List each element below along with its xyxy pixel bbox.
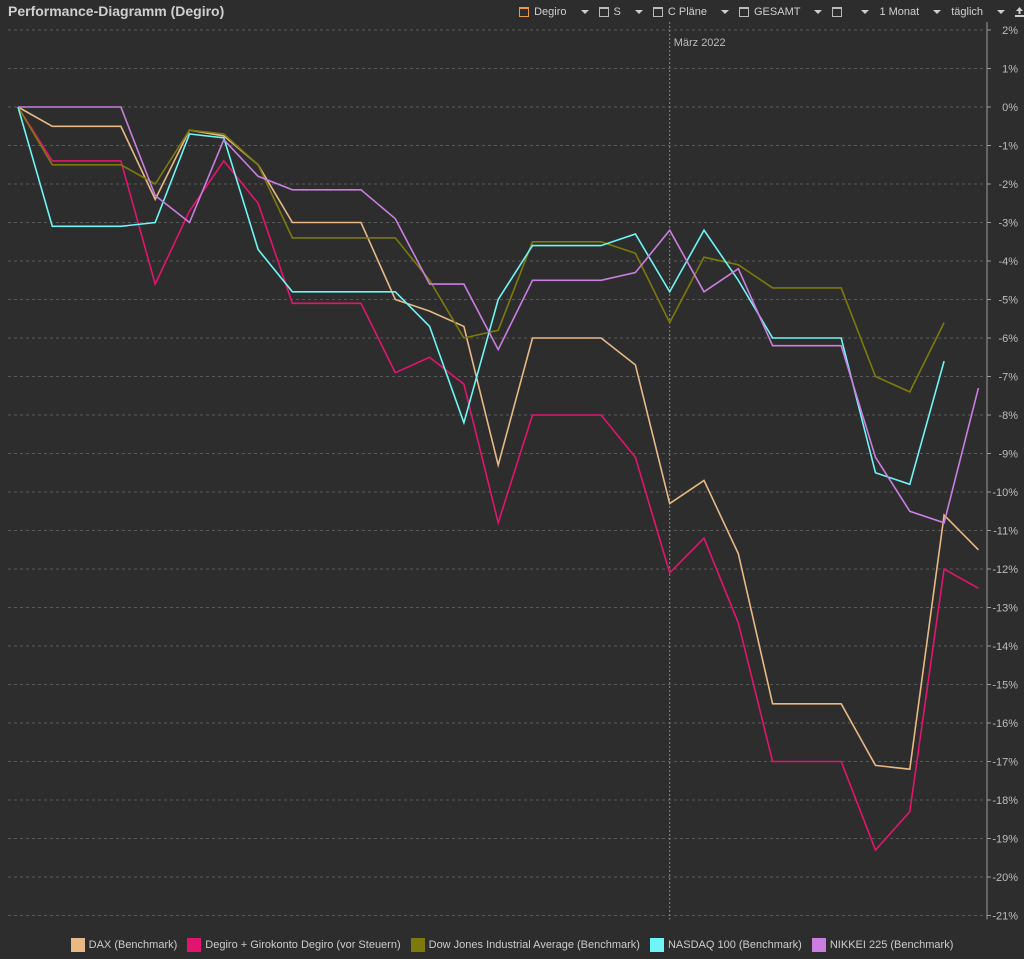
legend-label: DAX (Benchmark) <box>88 939 178 951</box>
y-tick-label: -2% <box>998 179 1018 191</box>
toolbar-dropdown-label: GESAMT <box>754 6 801 18</box>
y-tick-label: -11% <box>993 526 1018 538</box>
y-tick-label: -15% <box>992 680 1018 692</box>
toolbar-dropdown-3[interactable]: GESAMT <box>739 6 823 18</box>
toolbar-dropdown-label: S <box>613 6 621 18</box>
caret-down-icon <box>634 10 643 14</box>
month-marker-label: März 2022 <box>674 37 726 49</box>
window-icon <box>652 7 663 17</box>
toolbar-dropdown-label: Degiro <box>534 6 567 18</box>
toolbar-dropdown-1[interactable]: S <box>598 6 643 18</box>
title-bar: Performance-Diagramm (Degiro) Degiro S C P… <box>0 0 1024 22</box>
y-tick-label: -5% <box>998 295 1018 307</box>
window-icon <box>832 7 843 17</box>
window-icon <box>598 7 609 17</box>
legend-item[interactable]: Dow Jones Industrial Average (Benchmark) <box>410 938 640 952</box>
chart-legend: DAX (Benchmark) Degiro + Girokonto Degiro… <box>0 935 1024 955</box>
export-icon[interactable] <box>1015 7 1024 17</box>
y-tick-label: -16% <box>992 718 1018 730</box>
y-tick-label: -18% <box>992 795 1018 807</box>
y-tick-label: -19% <box>992 834 1018 846</box>
y-tick-label: -12% <box>992 564 1018 576</box>
y-tick-label: 0% <box>1002 102 1018 114</box>
legend-label: NASDAQ 100 (Benchmark) <box>667 939 802 951</box>
legend-swatch <box>187 938 202 952</box>
y-tick-label: -10% <box>992 487 1018 499</box>
performance-chart: 2% 1% 0% -1% -2% -3% -4% -5% -6% -7% -8% -9% -10% -11… <box>8 22 1018 923</box>
series-line-0 <box>17 106 979 771</box>
depot-icon <box>519 7 530 17</box>
toolbar-dropdown-0[interactable]: Degiro <box>519 6 589 18</box>
legend-item[interactable]: NIKKEI 225 (Benchmark) <box>811 938 954 952</box>
y-tick-label: -8% <box>998 410 1018 422</box>
toolbar-dropdown-2[interactable]: C Pläne <box>652 6 729 18</box>
toolbar-dropdown-label: C Pläne <box>667 6 707 18</box>
caret-down-icon <box>721 10 729 14</box>
caret-down-icon <box>997 10 1005 14</box>
series-line-4 <box>18 106 980 524</box>
y-tick-label: -6% <box>998 333 1018 345</box>
toolbar-dropdown-6[interactable]: täglich <box>951 6 1005 18</box>
y-tick-label: -20% <box>992 872 1018 884</box>
y-tick-label: -17% <box>992 757 1018 769</box>
y-tick-label: -14% <box>992 641 1018 653</box>
legend-swatch <box>70 938 85 952</box>
y-tick-label: -21% <box>992 911 1018 923</box>
caret-down-icon <box>580 10 589 14</box>
series-line-1 <box>17 106 979 852</box>
caret-down-icon <box>814 10 823 14</box>
legend-swatch <box>649 938 664 952</box>
y-tick-label: -3% <box>998 218 1018 230</box>
y-tick-label: -7% <box>998 372 1018 384</box>
legend-swatch <box>811 938 826 952</box>
y-tick-label: 2% <box>1002 25 1018 37</box>
caret-down-icon <box>861 10 870 14</box>
toolbar-dropdown-4[interactable] <box>832 7 870 17</box>
legend-label: Dow Jones Industrial Average (Benchmark) <box>428 939 640 951</box>
legend-label: NIKKEI 225 (Benchmark) <box>829 939 954 951</box>
y-tick-label: -9% <box>998 449 1018 461</box>
window-icon <box>739 7 749 17</box>
toolbar-dropdown-label: täglich <box>951 6 983 18</box>
toolbar-dropdown-5[interactable]: 1 Monat <box>879 6 942 18</box>
legend-item[interactable]: NASDAQ 100 (Benchmark) <box>649 938 802 952</box>
y-tick-label: 1% <box>1002 64 1018 76</box>
legend-item[interactable]: Degiro + Girokonto Degiro (vor Steuern) <box>187 938 401 952</box>
series-line-2 <box>17 106 945 393</box>
legend-label: Degiro + Girokonto Degiro (vor Steuern) <box>205 939 401 951</box>
chart-toolbar: Degiro S C Pläne GESAMT 1 Monat täglich <box>509 5 1024 19</box>
legend-swatch <box>410 938 425 952</box>
y-tick-label: -4% <box>998 256 1018 268</box>
series-line-3 <box>17 106 945 486</box>
legend-item[interactable]: DAX (Benchmark) <box>70 938 178 952</box>
y-tick-label: -13% <box>992 603 1018 615</box>
chart-title: Performance-Diagramm (Degiro) <box>8 3 225 19</box>
y-tick-label: -1% <box>998 141 1018 153</box>
caret-down-icon <box>933 10 942 14</box>
toolbar-dropdown-label: 1 Monat <box>879 6 920 18</box>
